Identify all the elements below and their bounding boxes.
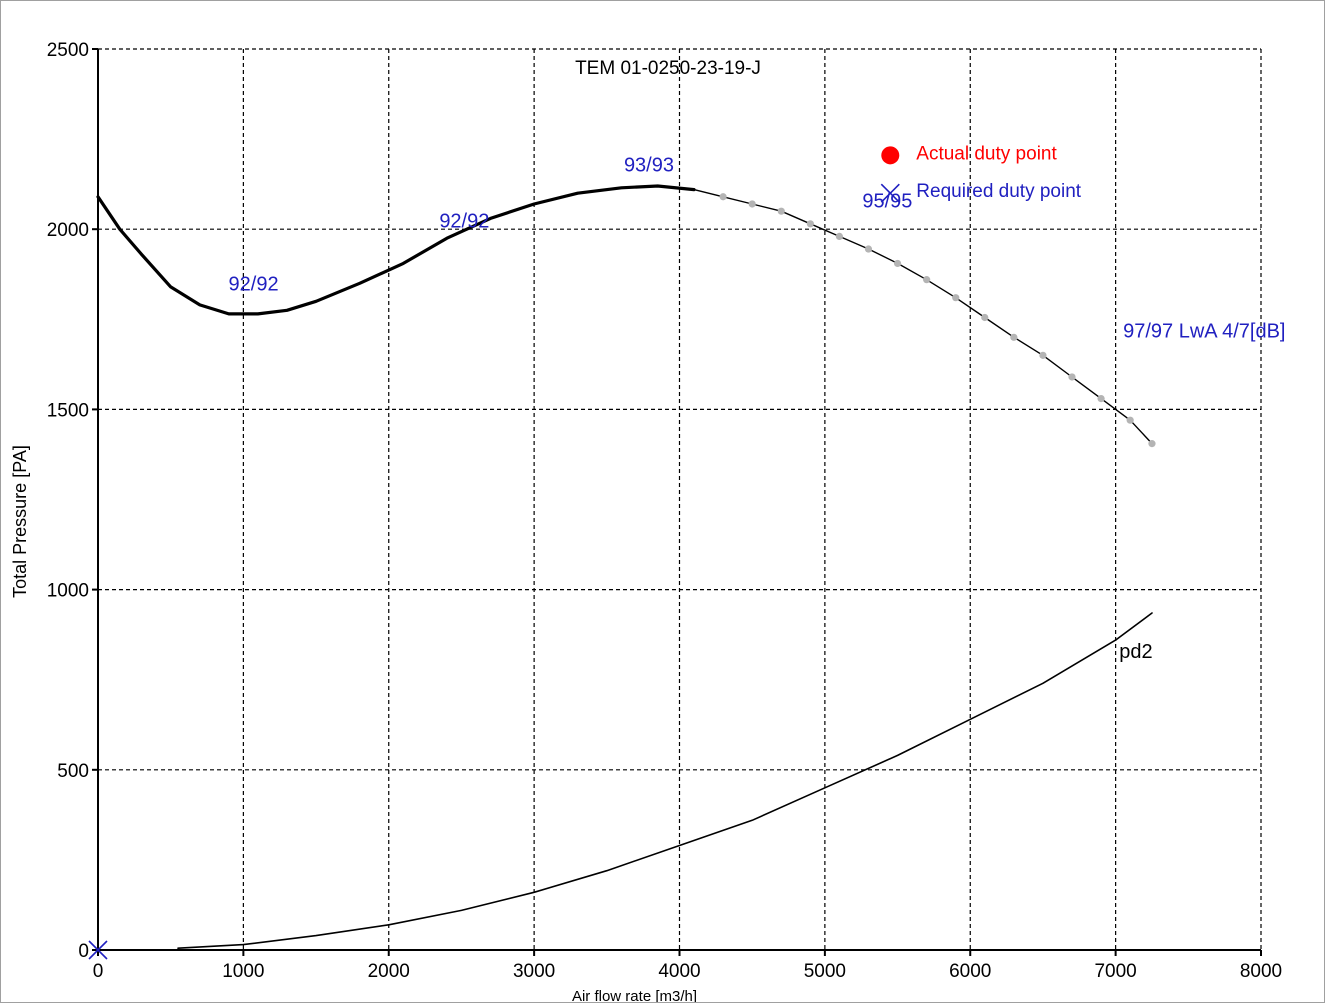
series-point bbox=[777, 207, 785, 215]
series-point bbox=[864, 245, 873, 253]
series-point bbox=[1148, 440, 1156, 448]
x-tick-label: 8000 bbox=[1240, 961, 1282, 982]
series-line-fan-curve-extension bbox=[693, 188, 1153, 445]
x-tick-label: 2000 bbox=[368, 961, 410, 982]
required-duty-point-label: Required duty point bbox=[916, 181, 1081, 202]
labels: Actual duty point Required duty point 92/9… bbox=[229, 143, 1286, 663]
x-tick-label: 3000 bbox=[513, 961, 555, 982]
x-tick-label: 7000 bbox=[1094, 961, 1136, 982]
markers bbox=[88, 146, 900, 960]
chart-title: TEM 01-0250-23-19-J bbox=[575, 58, 761, 79]
x-tick-label: 0 bbox=[93, 961, 104, 982]
actual-duty-point-marker bbox=[881, 146, 900, 165]
series-point bbox=[893, 259, 902, 268]
y-tick-label: 500 bbox=[57, 761, 89, 782]
y-tick-label: 1500 bbox=[47, 400, 89, 421]
curve-annotation: 92/92 bbox=[439, 210, 489, 232]
series-line-pd2 bbox=[177, 612, 1153, 950]
series-point bbox=[1010, 333, 1018, 341]
y-axis-title: Total Pressure [PA] bbox=[10, 445, 30, 598]
series bbox=[96, 184, 1156, 950]
series-point bbox=[952, 294, 960, 302]
series-line-fan-curve bbox=[96, 184, 696, 316]
series-point bbox=[923, 276, 931, 284]
series-point bbox=[1126, 416, 1134, 424]
x-marker-stroke bbox=[880, 183, 900, 203]
axes: 0 1000 2000 3000 4000 5000 6000 7000 8000 0 500 100… bbox=[10, 40, 1282, 1005]
grid bbox=[98, 48, 1262, 950]
curve-annotation: 95/95 bbox=[862, 191, 912, 213]
x-axis-title: Air flow rate [m3/h] bbox=[572, 988, 697, 1002]
y-tick-label: 2500 bbox=[47, 40, 89, 61]
y-tick-label: 0 bbox=[78, 941, 89, 962]
series-point bbox=[806, 220, 814, 228]
series-point bbox=[1039, 351, 1047, 359]
curve-annotation: 93/93 bbox=[624, 155, 674, 177]
y-tick-label: 2000 bbox=[47, 220, 89, 241]
actual-duty-point-label: Actual duty point bbox=[916, 143, 1057, 164]
series-point bbox=[719, 193, 727, 201]
series-point bbox=[1068, 373, 1076, 381]
series-point bbox=[1097, 394, 1105, 403]
curve-annotation: pd2 bbox=[1119, 641, 1152, 663]
x-tick-label: 6000 bbox=[949, 961, 991, 982]
series-point bbox=[748, 200, 756, 208]
x-marker-stroke bbox=[88, 940, 108, 960]
x-tick-label: 4000 bbox=[658, 961, 700, 982]
series-point bbox=[835, 232, 844, 241]
y-tick-label: 1000 bbox=[47, 581, 89, 602]
required-duty-point-marker bbox=[880, 183, 900, 203]
curve-annotation: 92/92 bbox=[229, 273, 279, 295]
origin-marker bbox=[88, 940, 108, 960]
curve-annotation: 97/97 LwA 4/7[dB] bbox=[1123, 320, 1285, 342]
x-tick-label: 1000 bbox=[222, 961, 264, 982]
x-tick-label: 5000 bbox=[804, 961, 846, 982]
series-point bbox=[981, 313, 989, 322]
